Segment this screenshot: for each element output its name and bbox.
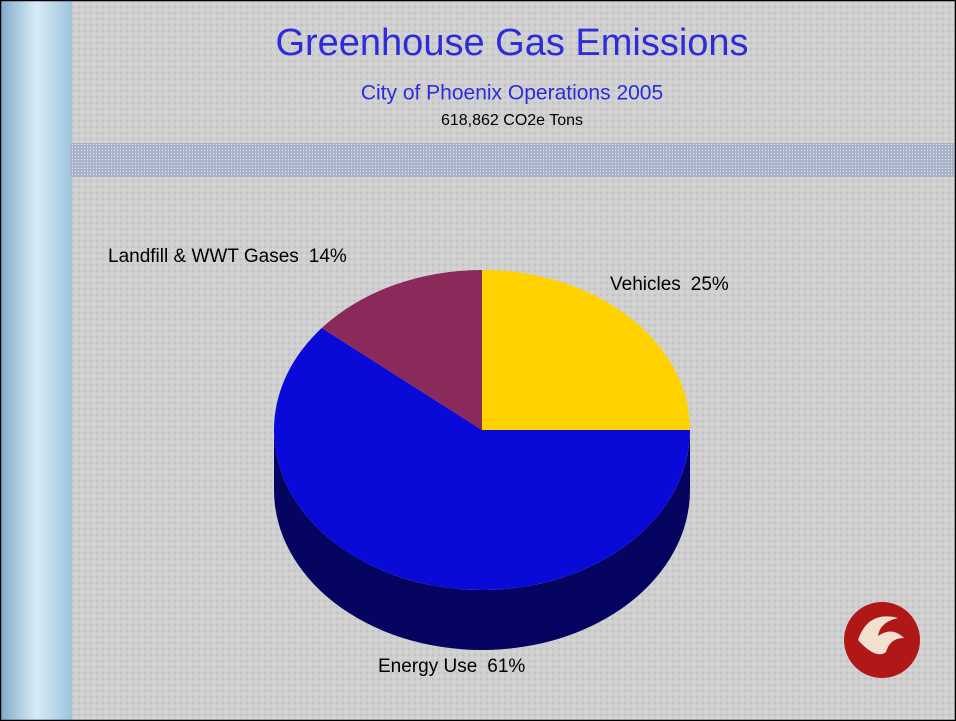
data-label: Energy Use 61%	[378, 656, 525, 677]
page: {"chart_data": {"type": "pie", "title": …	[0, 0, 956, 721]
data-label: Vehicles 25%	[610, 274, 729, 295]
phoenix-logo	[844, 602, 920, 678]
value-label: 61%	[487, 656, 525, 677]
slide: Greenhouse Gas Emissions City of Phoenix…	[0, 0, 956, 721]
value-label: 25%	[691, 274, 729, 295]
category-name: Energy Use	[378, 656, 477, 677]
chart-subtitle: City of Phoenix Operations 2005	[361, 82, 663, 105]
iceberg-strip	[0, 0, 72, 721]
header-band	[70, 143, 956, 177]
chart-title: Greenhouse Gas Emissions	[275, 22, 748, 64]
data-label: Landfill & WWT Gases 14%	[108, 246, 347, 267]
category-name: Vehicles	[610, 274, 681, 295]
chart-subtitle-2: 618,862 CO2e Tons	[441, 112, 583, 129]
value-label: 14%	[309, 246, 347, 267]
category-name: Landfill & WWT Gases	[108, 246, 299, 267]
